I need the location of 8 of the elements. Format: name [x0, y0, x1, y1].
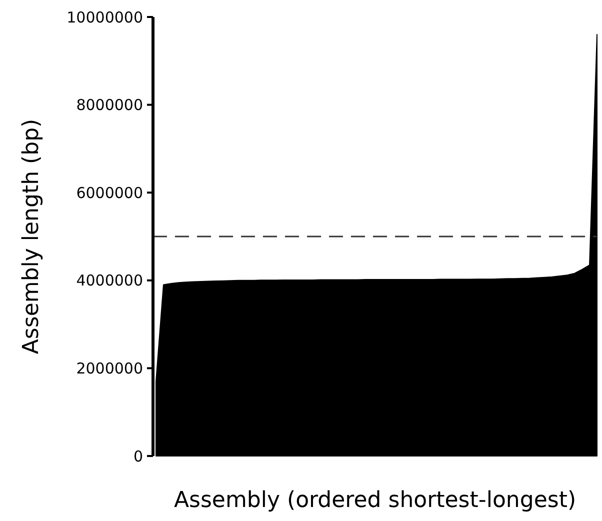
y-tick-label: 8000000 — [76, 96, 143, 114]
y-tick-label: 10000000 — [66, 8, 143, 26]
y-tick-label: 2000000 — [76, 359, 143, 378]
y-tick-label: 4000000 — [76, 272, 143, 290]
y-tick-label: 6000000 — [76, 184, 143, 202]
x-axis-title: Assembly (ordered shortest-longest) — [174, 488, 576, 513]
y-axis-title: Assembly length (bp) — [19, 118, 44, 354]
y-tick-label: 0 — [133, 447, 143, 466]
